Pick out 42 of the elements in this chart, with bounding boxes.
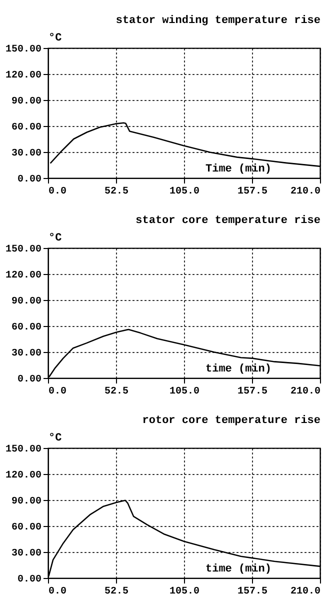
x-tick-label: 210.0 <box>290 586 320 598</box>
y-tick-label: 60.00 <box>11 122 42 134</box>
x-tick-label: 157.5 <box>237 586 268 598</box>
chart-title: rotor core temperature rise <box>142 415 321 427</box>
y-tick-label: 150.00 <box>5 444 42 456</box>
y-tick-label: 0.00 <box>17 174 42 186</box>
y-axis-title: °C <box>48 32 62 44</box>
x-tick-label: 105.0 <box>169 586 200 598</box>
y-tick-label: 90.00 <box>11 96 42 108</box>
x-tick-label: 52.5 <box>104 186 129 198</box>
x-tick-label: 105.0 <box>169 186 200 198</box>
x-tick-label: 0.0 <box>48 386 67 398</box>
y-tick-label: 30.00 <box>11 548 42 560</box>
x-axis-title: Time (min) <box>205 164 272 176</box>
y-tick-label: 30.00 <box>11 348 42 360</box>
chart-title: stator winding temperature rise <box>116 15 321 27</box>
x-tick-label: 105.0 <box>169 386 200 398</box>
y-tick-label: 120.00 <box>5 70 42 82</box>
x-tick-label: 210.0 <box>290 186 320 198</box>
y-tick-label: 0.00 <box>17 574 42 586</box>
y-axis-title: °C <box>48 232 62 244</box>
x-tick-label: 0.0 <box>48 586 67 598</box>
y-tick-label: 30.00 <box>11 148 42 160</box>
x-tick-label: 52.5 <box>104 386 129 398</box>
y-tick-label: 120.00 <box>5 270 42 282</box>
x-tick-label: 210.0 <box>290 386 320 398</box>
x-tick-label: 157.5 <box>237 386 268 398</box>
y-tick-label: 60.00 <box>11 522 42 534</box>
y-tick-label: 150.00 <box>5 44 42 56</box>
y-tick-label: 0.00 <box>17 374 42 386</box>
y-tick-label: 90.00 <box>11 296 42 308</box>
chart-title: stator core temperature rise <box>136 215 321 227</box>
y-tick-label: 150.00 <box>5 244 42 256</box>
x-tick-label: 52.5 <box>104 586 129 598</box>
x-axis-title: time (min) <box>205 364 272 376</box>
y-axis-title: °C <box>48 432 62 444</box>
y-tick-label: 90.00 <box>11 496 42 508</box>
y-tick-label: 120.00 <box>5 470 42 482</box>
x-axis-title: time (min) <box>205 564 272 576</box>
x-tick-label: 157.5 <box>237 186 268 198</box>
y-tick-label: 60.00 <box>11 322 42 334</box>
x-tick-label: 0.0 <box>48 186 67 198</box>
